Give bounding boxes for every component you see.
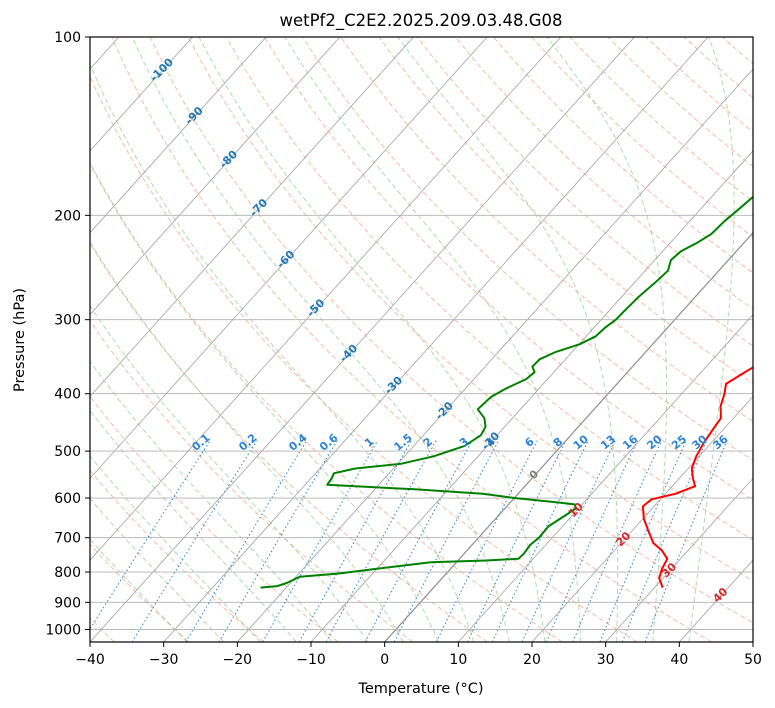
profile-line [641,366,753,588]
moist-adiabat [90,455,261,642]
x-tick-label: 0 [380,652,389,668]
x-tick-label: 40 [670,652,688,668]
dry-adiabat [416,37,753,347]
mixing-ratio-line [262,440,379,642]
isotherm-line [90,37,193,152]
data-lines [260,195,753,589]
y-tick-label: 500 [54,444,81,460]
y-tick-label: 700 [54,531,81,547]
moist-adiabat [397,37,619,642]
mixing-ratio-line [435,440,538,642]
moist-adiabat [688,37,735,642]
dry-adiabat [90,75,638,642]
chart-title: wetPf2_C2E2.2025.209.03.48.G08 [279,11,562,31]
dry-adiabat [340,37,753,423]
dry-adiabat [264,37,753,501]
dry-adiabat [149,37,753,624]
y-tick-label: 200 [54,208,81,224]
x-tick-label: 50 [744,652,762,668]
isotherm-line [90,37,414,398]
plot-frame [89,36,754,643]
y-tick-label: 300 [54,313,81,329]
moist-adiabat [131,37,510,642]
x-tick-label: 20 [523,652,541,668]
isotherm-line [310,150,753,642]
moist-adiabat [198,37,546,642]
isotherm-line [90,37,488,479]
x-axis: −40 −30 −20 −10 0 10 20 30 40 50 [75,642,762,668]
isotherm-line [237,68,753,642]
x-tick-label: 30 [597,652,615,668]
isotherm-line [90,37,341,316]
y-tick-label: 400 [54,387,81,403]
moist-adiabat [90,163,439,642]
profile-line [260,195,753,589]
isotherm-line [605,477,753,642]
isotherm-line [531,395,753,642]
moist-adiabat [90,497,225,642]
mixing-ratio-line [521,440,616,642]
moist-adiabat [90,305,369,642]
mixing-ratio-line [131,440,258,642]
y-tick-label: 1000 [45,622,81,638]
dry-adiabat [111,37,712,642]
x-tick-label: 10 [449,652,467,668]
isotherm-line [90,37,267,234]
y-tick-label: 900 [54,595,81,611]
x-tick-label: −20 [223,652,253,668]
x-axis-title: Temperature (°C) [357,681,483,697]
moist-adiabat [546,37,668,642]
moist-adiabat [90,409,297,642]
dry-adiabat [90,469,264,642]
isotherm-line [90,37,562,561]
x-tick-label: −10 [296,652,326,668]
zero-isotherm [384,231,753,642]
isotherm-line [90,37,635,642]
mixing-ratio-line [90,440,211,630]
moist-adiabat [90,240,404,642]
dry-adiabat [187,37,753,582]
moist-adiabat [90,538,188,642]
mixing-ratio-line [572,440,663,642]
dry-adiabat [454,37,753,310]
mixing-ratio-line [325,440,437,642]
y-axis-title: Pressure (hPa) [12,288,28,392]
x-tick-label: −40 [75,652,105,668]
isotherm-line [163,37,709,642]
mixing-ratio-line [218,440,338,642]
x-tick-label: −30 [149,652,179,668]
mixing-ratio-line [467,440,567,642]
moist-adiabat [284,37,582,642]
mixing-ratio-line [545,440,638,642]
y-tick-label: 100 [54,30,81,46]
y-axis: 100 200 300 400 500 600 700 800 900 1000 [45,30,90,638]
background-lines [90,37,753,642]
y-tick-label: 600 [54,491,81,507]
dry-adiabat [90,242,488,642]
y-tick-label: 800 [54,565,81,581]
isotherm-line [458,313,753,642]
mixing-ratio-line [599,440,687,642]
moist-adiabat [90,62,475,642]
mixing-ratio-line [185,440,308,642]
